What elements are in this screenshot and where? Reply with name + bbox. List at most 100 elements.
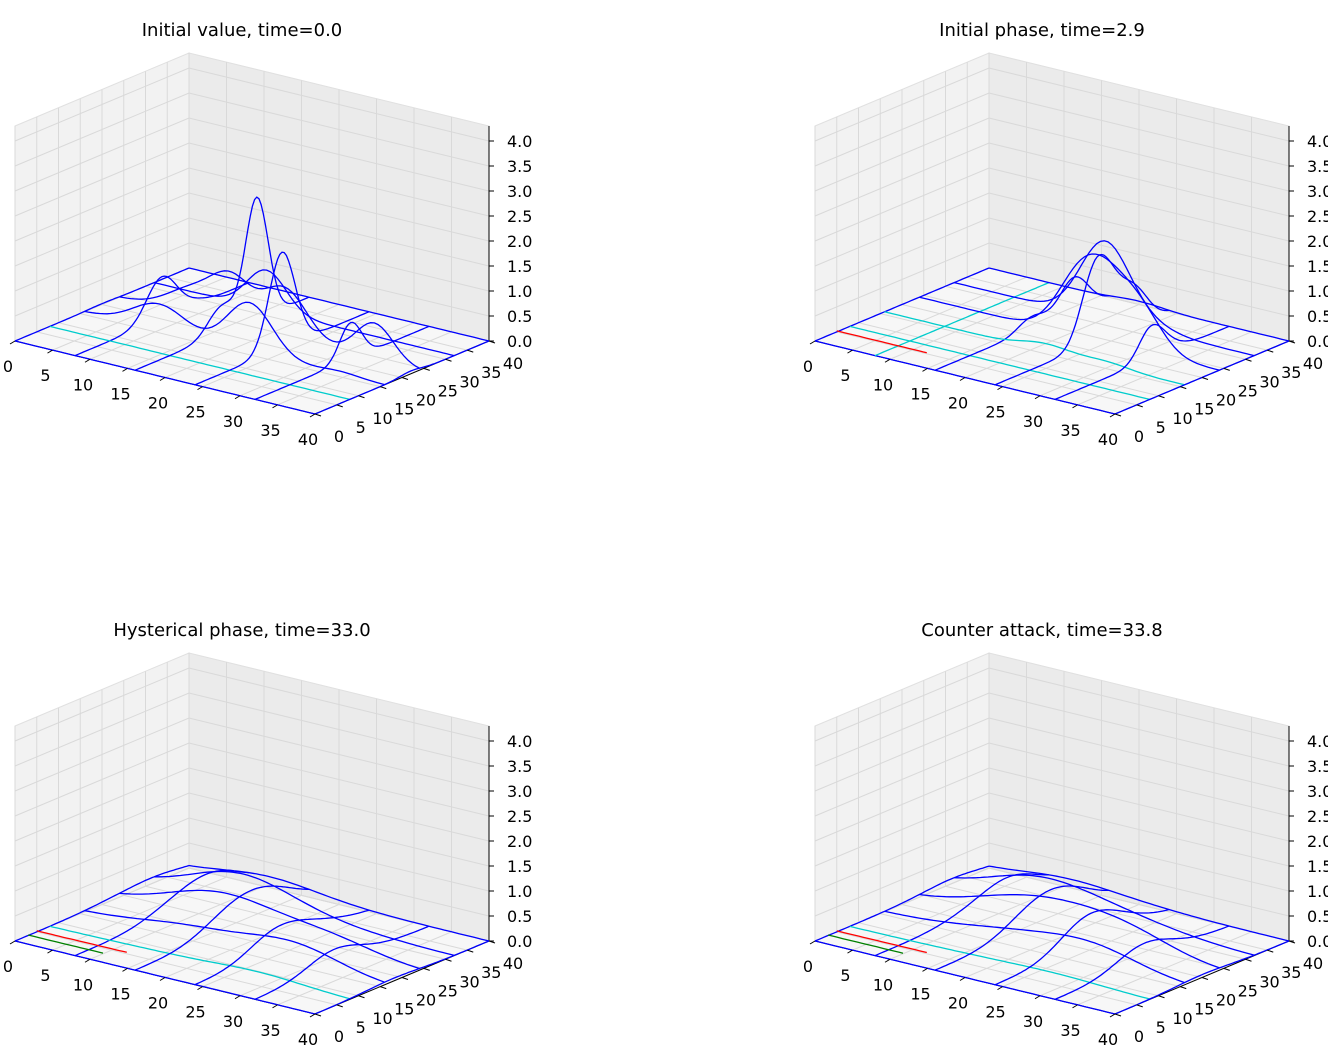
z-tick-label: 4.0 [507, 732, 532, 751]
x-tick-label: 5 [40, 966, 50, 985]
y-tick-label: 30 [1259, 972, 1279, 991]
x-tick-label: 20 [948, 394, 968, 413]
wireframe-line [919, 893, 1220, 969]
grid-line [14, 792, 490, 867]
wireframe-line [814, 267, 990, 342]
wireframe-line [49, 925, 350, 1000]
z-tick-label: 1.0 [1307, 282, 1328, 301]
y-tick-mark [1158, 995, 1165, 999]
grid-line [14, 717, 490, 792]
grid-line [814, 142, 1290, 217]
x-tick-mark [159, 377, 166, 381]
wireframe-line [919, 253, 1220, 371]
wireframe-line [134, 196, 310, 371]
y-tick-label: 15 [1194, 1000, 1214, 1019]
x-tick-label: 35 [1060, 421, 1080, 440]
y-tick-label: 0 [1134, 427, 1144, 446]
y-tick-label: 25 [438, 981, 458, 1000]
grid-line [239, 322, 415, 397]
x-tick-mark [809, 940, 816, 945]
x-tick-mark [47, 349, 53, 354]
x-tick-label: 15 [910, 384, 930, 403]
y-tick-mark [423, 367, 430, 371]
z-tick-label: 3.0 [1307, 182, 1328, 201]
x-tick-label: 0 [3, 357, 13, 376]
x-tick-label: 5 [40, 366, 50, 385]
x-tick-label: 20 [148, 994, 168, 1013]
subplot-title: Initial phase, time=2.9 [939, 20, 1145, 41]
y-tick-label: 20 [1216, 991, 1236, 1010]
y-tick-mark [1223, 967, 1230, 971]
z-tick-label: 2.5 [507, 207, 532, 226]
y-tick-label: 25 [438, 381, 458, 400]
wireframe-line [194, 251, 370, 386]
y-tick-label: 0 [334, 427, 344, 446]
axes-panes [13, 652, 491, 1015]
wireframe-line [36, 930, 127, 953]
subplot-initial-phase: Initial phase, time=2.9 0 5 10 15 20 25 30 35 40… [803, 20, 1328, 449]
grid-line [14, 742, 490, 817]
y-tick-label: 40 [1303, 954, 1323, 973]
wireframe-line [84, 301, 385, 386]
grid-line [14, 67, 490, 142]
grid-line [14, 842, 490, 917]
x-tick-label: 15 [110, 384, 130, 403]
y-tick-label: 0 [334, 1027, 344, 1046]
grid-line [814, 67, 1290, 142]
y-tick-mark [467, 949, 474, 953]
z-tick-label: 2.0 [507, 832, 532, 851]
grid-line [123, 894, 424, 969]
y-tick-mark [336, 404, 343, 408]
y-tick-label: 35 [1281, 963, 1301, 982]
x-tick-label: 15 [110, 984, 130, 1003]
y-tick-mark [401, 377, 409, 380]
y-tick-label: 20 [1216, 391, 1236, 410]
wireframe-line [134, 885, 309, 971]
subplot-hysterical-phase: Hysterical phase, time=33.0 0 5 10 15 20 25 30… [3, 620, 533, 1049]
y-tick-label: 20 [416, 391, 436, 410]
x-tick-mark [9, 940, 16, 945]
z-tick-label: 2.5 [1307, 807, 1328, 826]
grid-line [14, 692, 490, 767]
z-tick-label: 0.5 [1307, 307, 1328, 326]
x-tick-label: 20 [948, 994, 968, 1013]
subplot-title: Hysterical phase, time=33.0 [113, 620, 370, 641]
y-tick-label: 15 [394, 1000, 414, 1019]
wireframe-line [188, 864, 490, 942]
y-tick-label: 30 [459, 372, 479, 391]
y-tick-label: 35 [481, 963, 501, 982]
x-tick-mark [1072, 1004, 1078, 1009]
x-tick-mark [122, 967, 128, 972]
grid-line [239, 922, 415, 997]
x-tick-label: 30 [223, 412, 243, 431]
wireframe-line [954, 240, 1255, 357]
x-tick-mark [922, 367, 928, 372]
x-tick-label: 0 [803, 957, 813, 976]
grid-line [814, 767, 1290, 842]
grid-line [145, 885, 446, 960]
wireframe-line [14, 267, 190, 342]
wireframe-line [1054, 925, 1230, 1000]
z-tick-label: 3.5 [507, 157, 532, 176]
x-tick-mark [84, 358, 91, 363]
y-tick-mark [314, 413, 322, 417]
y-tick-label: 35 [1281, 363, 1301, 382]
wireframe-line [314, 940, 490, 1015]
y-tick-label: 25 [1238, 981, 1258, 1000]
x-tick-mark [1109, 1013, 1116, 1018]
z-tick-label: 1.0 [507, 882, 532, 901]
tick-labels: 0 5 10 15 20 25 30 35 40 0 5 10 15 20 25 30 35 400.00.51.… [3, 132, 533, 449]
z-tick-label: 3.0 [507, 782, 532, 801]
grid-line [14, 667, 490, 742]
y-tick-mark [401, 977, 409, 980]
wireframe-line [314, 340, 490, 415]
surface-wireframe [814, 865, 1290, 1015]
grid-line [167, 876, 468, 951]
x-tick-label: 35 [260, 421, 280, 440]
y-tick-label: 10 [1172, 409, 1192, 428]
grid-line [14, 242, 490, 317]
x-tick-label: 40 [1098, 1030, 1118, 1049]
x-tick-label: 10 [73, 375, 93, 394]
wireframe-line [74, 275, 250, 357]
y-tick-mark [1223, 367, 1230, 371]
